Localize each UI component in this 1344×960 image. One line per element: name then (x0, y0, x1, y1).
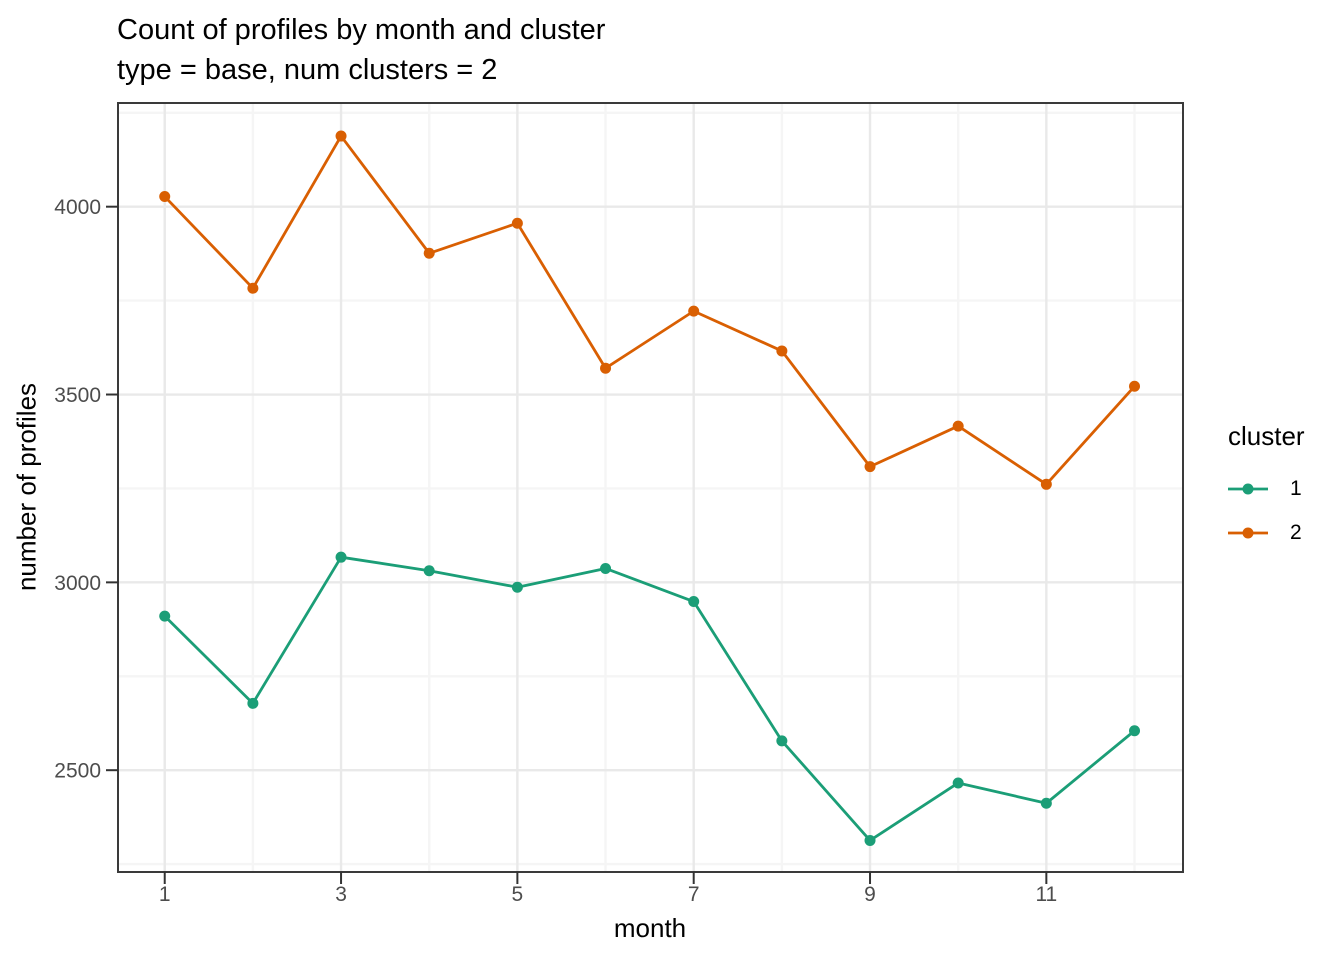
series-line-1 (163, 555, 1136, 842)
legend-item-label: 1 (1290, 477, 1302, 500)
data-point-cluster-2 (1129, 380, 1141, 392)
legend-key-icon (1228, 483, 1268, 495)
y-tick-label: 4000 (54, 196, 101, 219)
data-point-cluster-1 (776, 735, 788, 747)
data-point-cluster-2 (1040, 478, 1052, 490)
x-axis-title: month (613, 913, 687, 943)
series-line-2 (163, 134, 1136, 486)
data-point-cluster-1 (600, 562, 612, 574)
x-tick-label: 9 (864, 883, 876, 906)
legend-key-icon (1228, 527, 1268, 539)
data-point-cluster-2 (159, 191, 171, 203)
x-tick-label: 7 (688, 883, 700, 906)
data-point-cluster-1 (952, 777, 964, 789)
data-point-cluster-1 (511, 581, 523, 593)
x-tick-label: 5 (512, 883, 524, 906)
y-axis-title: number of profiles (11, 382, 42, 592)
data-point-cluster-1 (247, 697, 259, 709)
data-point-cluster-2 (247, 282, 259, 294)
y-tick-label: 3500 (54, 384, 101, 407)
data-point-cluster-2 (776, 345, 788, 357)
y-tick-label: 3000 (54, 572, 101, 595)
panel-border (117, 102, 1184, 873)
chart-title: Count of profiles by month and cluster (117, 14, 606, 46)
x-tick-label: 11 (1035, 883, 1057, 906)
chart-subtitle: type = base, num clusters = 2 (117, 54, 498, 86)
legend-item-cluster-1: 1 (1228, 467, 1305, 511)
y-tick-label: 2500 (54, 760, 101, 783)
data-point-cluster-1 (335, 551, 347, 563)
data-point-cluster-1 (423, 565, 435, 577)
data-point-cluster-2 (423, 247, 435, 259)
data-point-cluster-1 (1040, 797, 1052, 809)
data-point-cluster-1 (1129, 725, 1141, 737)
x-tick-label: 1 (159, 883, 171, 906)
data-point-cluster-2 (952, 420, 964, 432)
legend-item-label: 2 (1290, 521, 1302, 544)
data-point-cluster-2 (600, 362, 612, 374)
data-point-cluster-1 (688, 596, 700, 608)
data-point-cluster-2 (864, 461, 876, 473)
x-tick-label: 3 (335, 883, 347, 906)
data-point-cluster-2 (688, 305, 700, 317)
data-point-cluster-1 (864, 834, 876, 846)
legend-item-cluster-2: 2 (1228, 511, 1305, 555)
data-point-cluster-2 (335, 130, 347, 142)
data-point-cluster-1 (159, 610, 171, 622)
data-point-cluster-2 (511, 217, 523, 229)
legend-title: cluster (1228, 421, 1305, 451)
